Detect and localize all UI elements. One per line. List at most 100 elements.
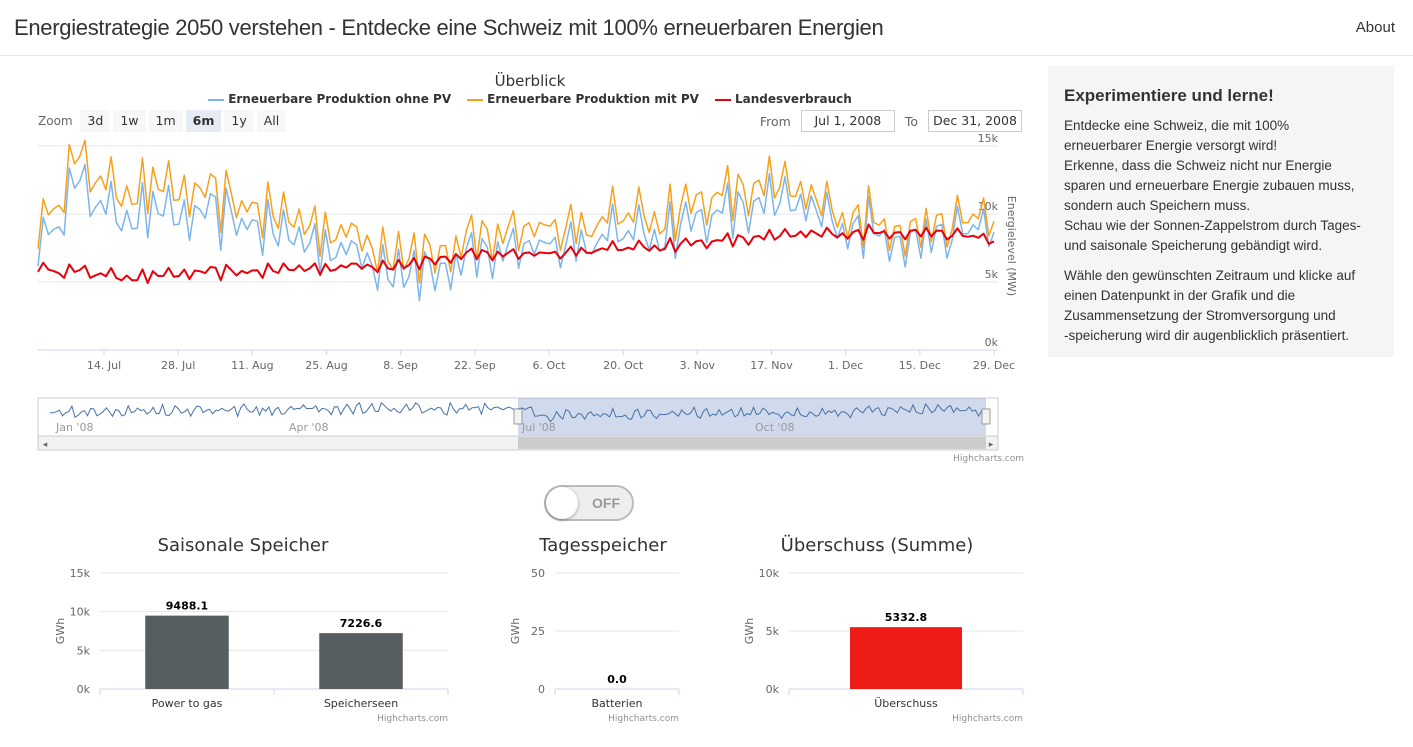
navigator-tick-label: Apr '08 xyxy=(289,421,329,434)
category-label: Batterien xyxy=(592,697,643,710)
info-line: und saisonale Speicherung gebändigt wird… xyxy=(1064,238,1323,253)
chart-legend: Erneuerbare Produktion ohne PV Erneuerbar… xyxy=(30,92,1030,106)
y-tick-label: 0k xyxy=(766,683,780,696)
zoom-button-all[interactable]: All xyxy=(256,110,287,132)
x-tick-label: 6. Oct xyxy=(532,359,566,372)
y-tick-label: 25 xyxy=(531,625,545,638)
info-heading: Experimentiere und lerne! xyxy=(1064,86,1274,105)
y-tick-label: 5k xyxy=(985,268,999,281)
info-line: Entdecke eine Schweiz, die mit 100% xyxy=(1064,118,1290,133)
x-tick-label: 20. Oct xyxy=(603,359,644,372)
overview-chart[interactable]: Überblick Erneuerbare Produktion ohne PV… xyxy=(30,66,1030,466)
zoom-button-1y[interactable]: 1y xyxy=(224,110,254,132)
zoom-button-1m[interactable]: 1m xyxy=(148,110,183,132)
date-range-selector: From Jul 1, 2008 To Dec 31, 2008 xyxy=(754,110,1022,132)
toggle-label: OFF xyxy=(592,495,620,511)
y-axis-title: GWh xyxy=(54,618,67,644)
x-tick-label: 28. Jul xyxy=(161,359,195,372)
navbar: Energiestrategie 2050 verstehen - Entdec… xyxy=(0,0,1413,56)
y-tick-label: 50 xyxy=(531,567,545,580)
info-line: Erkenne, dass die Schweiz nicht nur Ener… xyxy=(1064,158,1332,173)
bar xyxy=(145,615,229,689)
toggle-knob[interactable] xyxy=(546,487,578,519)
y-tick-label: 10k xyxy=(978,200,999,213)
data-label: 9488.1 xyxy=(166,600,208,613)
y-axis-title: Energielevel (MW) xyxy=(1005,196,1018,296)
to-label: To xyxy=(904,113,919,129)
navigator-tick-label: Oct '08 xyxy=(755,421,795,434)
surplus-chart[interactable]: Überschuss (Summe) 0k 5k 10k GWh 5332.8 Übersc… xyxy=(725,525,1035,730)
legend-label: Erneuerbare Produktion ohne PV xyxy=(228,92,452,106)
info-panel: Experimentiere und lerne! Entdecke eine … xyxy=(1048,66,1394,357)
info-line: Schau wie der Sonnen-Zappelstrom durch T… xyxy=(1064,218,1361,233)
navigator-tick-label: Jul '08 xyxy=(521,421,556,434)
zoom-button-1w[interactable]: 1w xyxy=(113,110,146,132)
credits: Highcharts.com xyxy=(952,714,1023,724)
to-date-input[interactable]: Dec 31, 2008 xyxy=(928,110,1022,132)
y-tick-label: 15k xyxy=(70,567,91,580)
legend-item[interactable]: Erneuerbare Produktion ohne PV xyxy=(208,92,451,106)
info-paragraph-2: Wähle den gewünschten Zeitraum und klick… xyxy=(1064,266,1378,346)
x-tick-label: 3. Nov xyxy=(680,359,716,372)
y-axis-title: GWh xyxy=(509,618,522,644)
legend-item[interactable]: Landesverbrauch xyxy=(714,92,852,106)
x-tick-label: 25. Aug xyxy=(305,359,347,372)
zoom-selector: Zoom 3d 1w 1m 6m 1y All xyxy=(38,110,289,132)
navigator-handle xyxy=(513,408,523,425)
data-label: 0.0 xyxy=(607,673,627,686)
credits: Highcharts.com xyxy=(377,714,448,724)
seasonal-storage-chart[interactable]: Saisonale Speicher 0k 5k 10k 15k GWh 9488.1 Pow… xyxy=(30,525,460,730)
scrollbar-track xyxy=(37,435,999,451)
y-tick-label: 5k xyxy=(766,625,780,638)
y-tick-label: 15k xyxy=(978,132,999,145)
series-line xyxy=(37,223,995,284)
category-label: Speicherseen xyxy=(324,697,398,710)
y-tick-label: 0k xyxy=(985,336,999,349)
from-date-input[interactable]: Jul 1, 2008 xyxy=(800,110,895,132)
zoom-button-3d[interactable]: 3d xyxy=(80,110,111,132)
info-line: -speicherung wird dir augenblicklich prä… xyxy=(1064,328,1350,343)
x-tick-label: 22. Sep xyxy=(454,359,496,372)
legend-swatch xyxy=(714,98,731,101)
scrollbar-thumb xyxy=(518,437,986,449)
info-line: sparen und erneuerbare Energie zubauen m… xyxy=(1064,178,1355,193)
legend-swatch xyxy=(467,98,484,101)
info-line: Zusammensetzung der Stromversorgung und xyxy=(1064,308,1336,323)
storage-toggle[interactable]: OFF xyxy=(544,485,634,521)
y-axis-title: GWh xyxy=(743,618,756,644)
navigator-series xyxy=(49,401,989,423)
legend-label: Landesverbrauch xyxy=(734,92,852,106)
scroll-left-arrow: ◂ xyxy=(43,440,48,450)
scroll-right-arrow: ▸ xyxy=(989,440,994,450)
info-line: einen Datenpunkt in der Grafik und die xyxy=(1064,288,1296,303)
navigator-selection xyxy=(518,398,986,436)
data-label: 7226.6 xyxy=(340,617,383,630)
legend-swatch xyxy=(208,98,225,101)
legend-label: Erneuerbare Produktion mit PV xyxy=(487,92,699,106)
chart-title: Überschuss (Summe) xyxy=(781,534,974,556)
x-tick-label: 29. Dec xyxy=(973,359,1015,372)
credits: Highcharts.com xyxy=(608,714,679,724)
navigator-tick-label: Jan '08 xyxy=(55,421,93,434)
about-link[interactable]: About xyxy=(1355,19,1395,36)
zoom-button-6m[interactable]: 6m xyxy=(185,110,222,132)
credits: Highcharts.com xyxy=(953,454,1024,464)
y-tick-label: 10k xyxy=(70,606,91,619)
info-line: erneuerbarer Energie versorgt wird! xyxy=(1064,138,1278,153)
category-label: Power to gas xyxy=(152,697,223,710)
daily-storage-chart[interactable]: Tagesspeicher 0 25 50 GWh 0.0 Batterien Highcha… xyxy=(495,525,695,730)
from-label: From xyxy=(759,113,791,129)
y-tick-label: 5k xyxy=(77,644,91,657)
x-tick-label: 8. Sep xyxy=(383,359,418,372)
legend-item[interactable]: Erneuerbare Produktion mit PV xyxy=(467,92,699,106)
info-line: Wähle den gewünschten Zeitraum und klick… xyxy=(1064,268,1356,283)
x-tick-label: 15. Dec xyxy=(899,359,941,372)
navigator-handle xyxy=(981,408,991,425)
bar xyxy=(319,633,403,689)
x-tick-label: 11. Aug xyxy=(231,359,273,372)
chart-title: Saisonale Speicher xyxy=(158,535,329,556)
chart-title: Tagesspeicher xyxy=(538,535,667,556)
x-tick-label: 14. Jul xyxy=(87,359,121,372)
category-label: Überschuss xyxy=(874,697,938,710)
y-tick-label: 0k xyxy=(77,683,91,696)
